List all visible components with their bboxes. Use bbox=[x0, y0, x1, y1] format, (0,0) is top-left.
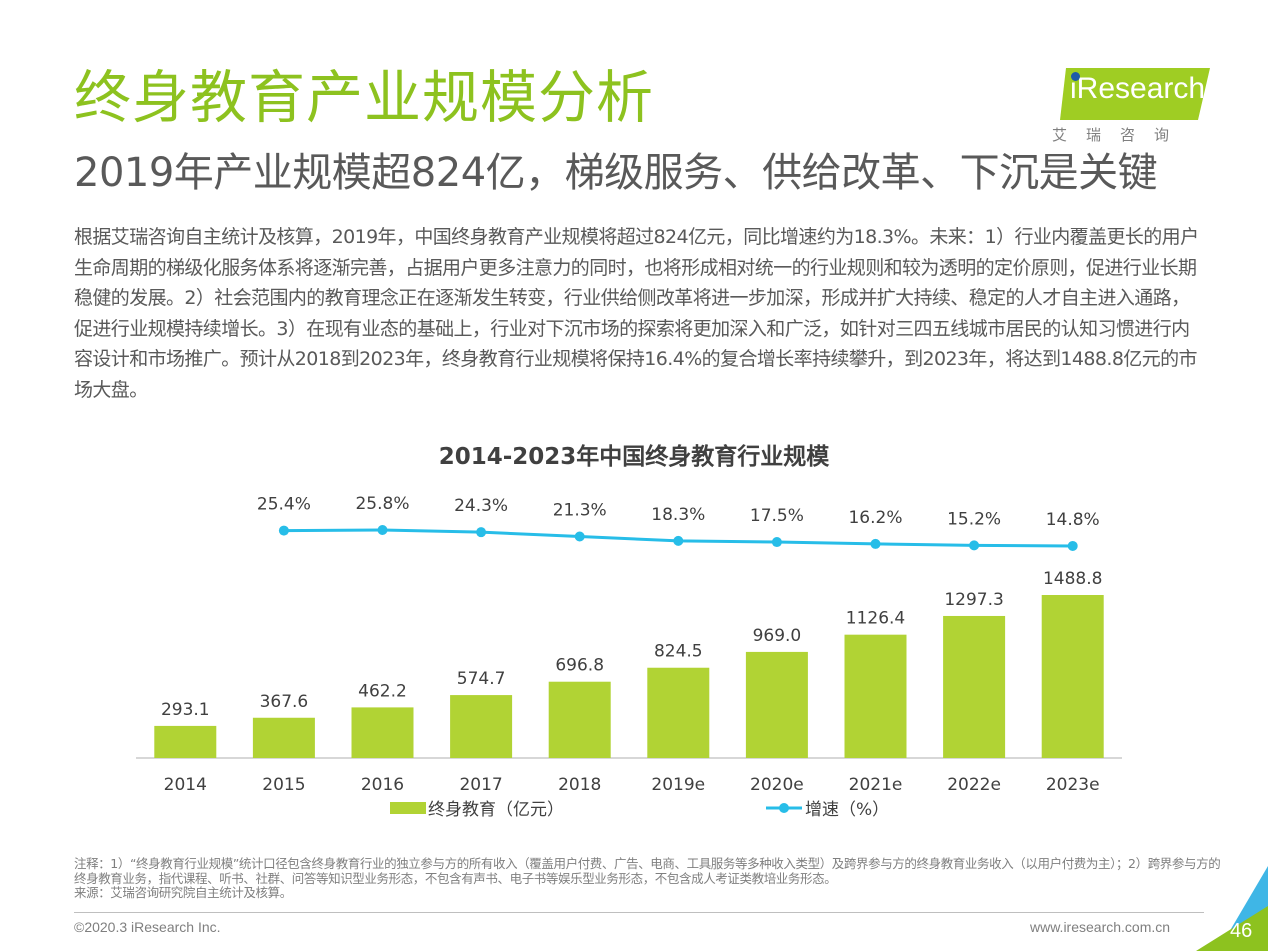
logo-chinese-name: 艾瑞咨询 bbox=[1052, 126, 1189, 144]
bar-2022e bbox=[943, 615, 1006, 758]
x-tick-2023e: 2023e bbox=[1046, 775, 1100, 795]
page-title: 终身教育产业规模分析 bbox=[74, 65, 654, 131]
logo-badge bbox=[1060, 68, 1210, 120]
bar-2020e bbox=[745, 651, 808, 758]
logo-dot bbox=[1071, 72, 1080, 81]
bar-2017 bbox=[450, 695, 513, 758]
bar-2021e bbox=[844, 634, 907, 758]
source-text: 来源：艾瑞咨询研究院自主统计及核算。 bbox=[74, 885, 292, 900]
legend-bar-label: 终身教育（亿元） bbox=[428, 800, 564, 820]
bar-label-2020e: 969.0 bbox=[753, 626, 802, 646]
growth-point-2015 bbox=[278, 525, 289, 536]
copyright: ©2020.3 iResearch Inc. bbox=[74, 919, 221, 935]
x-tick-2021e: 2021e bbox=[849, 775, 903, 795]
legend-line-marker bbox=[779, 803, 789, 813]
bar-label-2019e: 824.5 bbox=[654, 642, 703, 662]
bar-2014 bbox=[154, 725, 217, 758]
bar-label-2017: 574.7 bbox=[457, 669, 506, 689]
footer-divider bbox=[74, 912, 1204, 913]
iresearch-logo: iResearch 艾瑞咨询 bbox=[1040, 68, 1210, 148]
bar-label-2018: 696.8 bbox=[555, 656, 604, 676]
x-tick-2022e: 2022e bbox=[947, 775, 1001, 795]
x-tick-2020e: 2020e bbox=[750, 775, 804, 795]
growth-label-2017: 24.3% bbox=[454, 496, 508, 516]
growth-label-2022e: 15.2% bbox=[947, 509, 1001, 529]
bar-2018 bbox=[548, 681, 611, 758]
x-tick-2018: 2018 bbox=[558, 775, 601, 795]
growth-label-2023e: 14.8% bbox=[1046, 510, 1100, 530]
legend-line-label: 增速（%） bbox=[805, 800, 889, 820]
legend-bar-swatch bbox=[390, 802, 426, 814]
x-tick-2015: 2015 bbox=[262, 775, 305, 795]
growth-point-2021e bbox=[870, 538, 881, 549]
x-tick-2016: 2016 bbox=[361, 775, 404, 795]
bar-2016 bbox=[351, 707, 414, 758]
page-number: 46 bbox=[1230, 920, 1253, 942]
growth-label-2015: 25.4% bbox=[257, 495, 311, 515]
website-link[interactable]: www.iresearch.com.cn bbox=[1030, 919, 1171, 935]
logo-text: iResearch bbox=[1070, 72, 1206, 105]
growth-point-2022e bbox=[969, 540, 980, 551]
body-paragraph: 根据艾瑞咨询自主统计及核算，2019年，中国终身教育产业规模将超过824亿元，同… bbox=[74, 226, 1199, 401]
bar-label-2022e: 1297.3 bbox=[944, 590, 1003, 610]
bar-2019e bbox=[647, 667, 710, 758]
market-size-chart: 293.1 2014 367.6 2015 462.2 2016 574.7 2017 696.… bbox=[136, 494, 1122, 820]
bar-label-2014: 293.1 bbox=[161, 700, 210, 720]
growth-point-2018 bbox=[574, 531, 585, 542]
growth-point-2016 bbox=[377, 525, 388, 535]
growth-point-2017 bbox=[476, 527, 487, 538]
growth-label-2016: 25.8% bbox=[355, 494, 409, 514]
x-tick-2019e: 2019e bbox=[651, 775, 705, 795]
growth-label-2019e: 18.3% bbox=[651, 505, 705, 525]
x-tick-2017: 2017 bbox=[459, 775, 502, 795]
bar-label-2023e: 1488.8 bbox=[1043, 569, 1102, 589]
chart-title: 2014-2023年中国终身教育行业规模 bbox=[438, 444, 830, 470]
chart-notes: 注释：1）“终身教育行业规模”统计口径包含终身教育行业的独立参与方的所有收入（覆… bbox=[74, 856, 1224, 901]
x-tick-2014: 2014 bbox=[164, 775, 207, 795]
bar-label-2016: 462.2 bbox=[358, 681, 407, 701]
note-text: 注释：1）“终身教育行业规模”统计口径包含终身教育行业的独立参与方的所有收入（覆… bbox=[74, 856, 1221, 886]
bar-2015 bbox=[252, 717, 315, 758]
growth-label-2018: 21.3% bbox=[553, 501, 607, 521]
growth-point-2020e bbox=[771, 537, 782, 548]
bar-label-2021e: 1126.4 bbox=[846, 609, 905, 629]
growth-point-2019e bbox=[673, 535, 684, 546]
growth-label-2020e: 17.5% bbox=[750, 506, 804, 526]
growth-point-2023e bbox=[1067, 540, 1078, 551]
growth-label-2021e: 16.2% bbox=[848, 508, 902, 528]
bar-label-2015: 367.6 bbox=[260, 692, 309, 712]
bar-2023e bbox=[1041, 595, 1104, 758]
page-subtitle: 2019年产业规模超824亿，梯级服务、供给改革、下沉是关键 bbox=[74, 150, 1158, 196]
